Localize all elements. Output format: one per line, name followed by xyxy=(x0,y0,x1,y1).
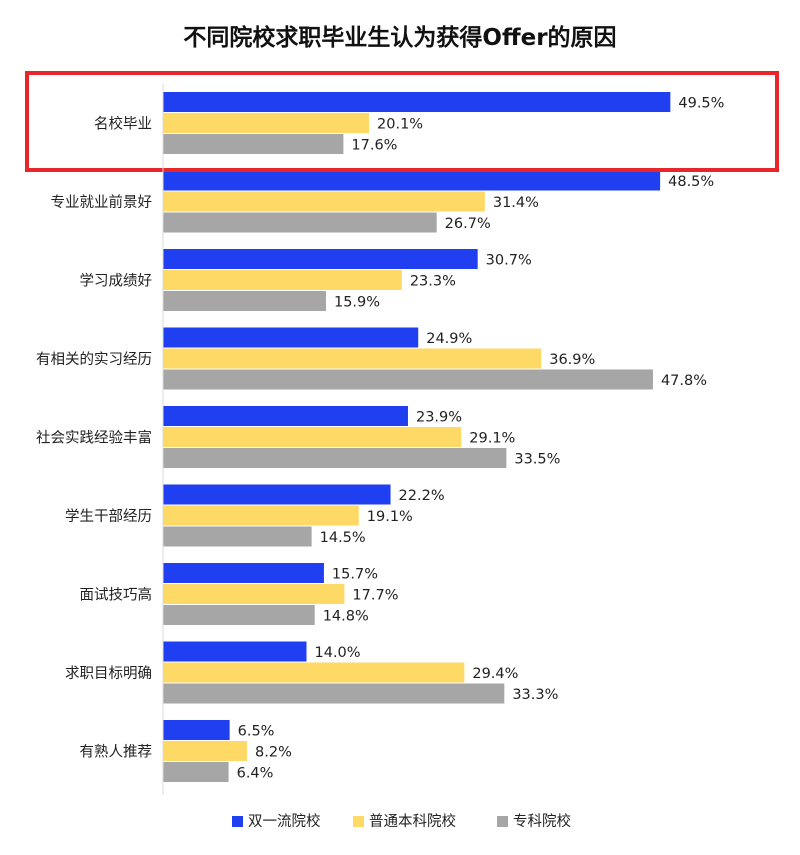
bar xyxy=(163,526,312,547)
bar xyxy=(163,427,462,447)
category-label: 学生干部经历 xyxy=(65,508,152,525)
bar xyxy=(163,212,437,233)
bar xyxy=(163,291,326,311)
bar xyxy=(163,191,485,212)
data-label: 17.7% xyxy=(352,588,398,604)
legend-swatch xyxy=(353,816,364,827)
bar xyxy=(163,327,419,348)
bar xyxy=(163,762,229,782)
legend-label: 专科院校 xyxy=(513,813,571,830)
data-label: 17.6% xyxy=(351,138,397,154)
category-label: 名校毕业 xyxy=(94,116,152,133)
category-label: 面试技巧高 xyxy=(80,587,153,604)
data-label: 24.9% xyxy=(426,331,472,347)
data-label: 15.7% xyxy=(332,567,378,583)
bar xyxy=(163,92,671,112)
data-label: 14.0% xyxy=(315,645,361,661)
bar xyxy=(163,448,507,468)
data-label: 26.7% xyxy=(445,216,491,232)
chart-title: 不同院校求职毕业生认为获得Offer的原因 xyxy=(183,25,617,51)
category-label: 学习成绩好 xyxy=(80,273,153,290)
bar xyxy=(163,683,505,704)
data-label: 14.5% xyxy=(320,530,366,546)
data-label: 8.2% xyxy=(255,745,292,761)
labels-layer: 名校毕业 49.5% 20.1% 17.6% 专业就业前景好 48.5% 31.4%26.7… xyxy=(36,96,724,782)
category-label: 有熟人推荐 xyxy=(80,744,153,761)
data-label: 33.3% xyxy=(512,687,558,703)
data-label: 23.9% xyxy=(416,410,462,426)
bar xyxy=(163,720,230,740)
category-label: 专业就业前景好 xyxy=(51,194,153,211)
data-label: 29.4% xyxy=(472,666,518,682)
legend-label: 双一流院校 xyxy=(248,813,321,830)
data-label: 19.1% xyxy=(367,509,413,525)
bar xyxy=(163,134,344,154)
data-label: 15.9% xyxy=(334,295,380,311)
bar xyxy=(163,348,542,369)
category-label: 有相关的实习经历 xyxy=(36,351,152,368)
bar xyxy=(163,662,465,683)
data-label: 20.1% xyxy=(377,117,423,133)
bar xyxy=(163,641,307,662)
data-label: 6.5% xyxy=(238,724,275,740)
bars-layer xyxy=(163,92,671,782)
bar xyxy=(163,113,370,133)
bar xyxy=(163,563,324,583)
bar xyxy=(163,270,402,290)
data-label: 47.8% xyxy=(661,373,707,389)
legend-label: 普通本科院校 xyxy=(369,813,456,830)
bar xyxy=(163,369,653,390)
data-label: 31.4% xyxy=(493,195,539,211)
bar xyxy=(163,484,391,505)
data-label: 22.2% xyxy=(399,488,445,504)
data-label: 14.8% xyxy=(323,609,369,625)
bar xyxy=(163,605,315,625)
data-label: 36.9% xyxy=(549,352,595,368)
bar xyxy=(163,505,359,526)
data-label: 6.4% xyxy=(237,766,274,782)
bar xyxy=(163,406,408,426)
data-label: 33.5% xyxy=(514,452,560,468)
data-label: 29.1% xyxy=(469,431,515,447)
bar xyxy=(163,741,248,761)
data-label: 30.7% xyxy=(486,253,532,269)
legend-swatch xyxy=(497,816,508,827)
data-label: 48.5% xyxy=(668,174,714,190)
category-label: 社会实践经验丰富 xyxy=(36,429,152,447)
bar xyxy=(163,249,478,269)
bar xyxy=(163,170,661,191)
category-label: 求职目标明确 xyxy=(65,665,152,682)
legend: 双一流院校 普通本科院校 专科院校 xyxy=(232,813,571,830)
data-label: 49.5% xyxy=(678,96,724,112)
bar xyxy=(163,584,345,604)
data-label: 23.3% xyxy=(410,274,456,290)
legend-swatch xyxy=(232,816,243,827)
highlight-frame xyxy=(25,71,779,172)
